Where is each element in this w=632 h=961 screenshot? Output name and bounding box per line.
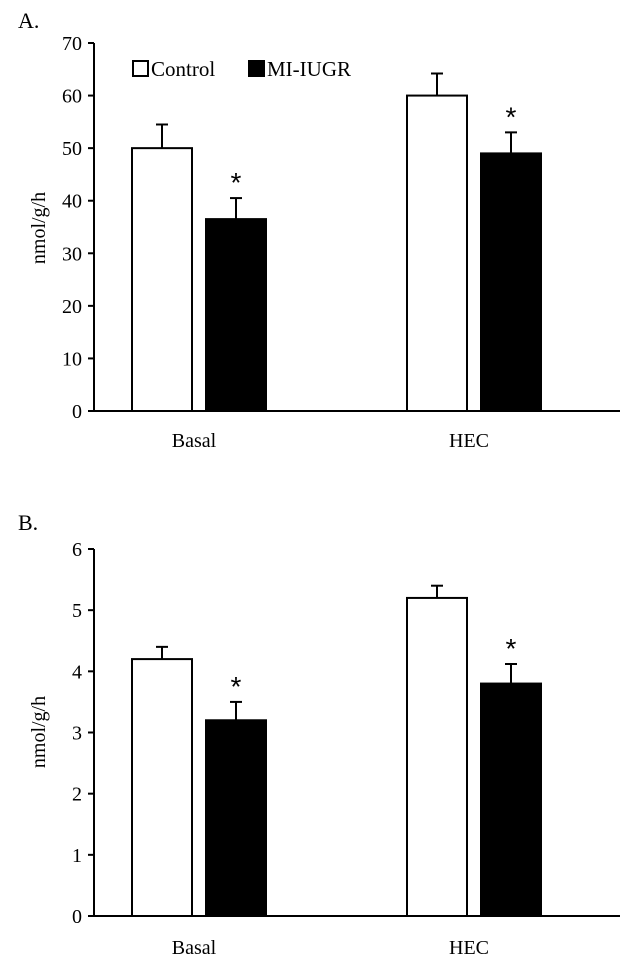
legend-label-mi-iugr: MI-IUGR	[267, 57, 351, 81]
y-tick-label: 0	[72, 906, 82, 928]
y-tick-label: 10	[62, 348, 82, 370]
bar-mi-iugr	[205, 218, 267, 412]
chart-panel-a: A. nmol/g/h Control MI-IUGR 0 10 20 30 40 50 6…	[18, 8, 620, 452]
bar-control	[406, 596, 468, 918]
bar-mi-iugr	[205, 719, 267, 917]
x-category-label: HEC	[449, 430, 489, 452]
y-tick-label: 4	[72, 661, 82, 683]
bar-control	[131, 147, 193, 412]
legend-swatch-mi-iugr	[248, 60, 265, 77]
legend-label-control: Control	[151, 57, 215, 81]
y-tick-label: 30	[62, 243, 82, 265]
x-category-label: Basal	[172, 937, 217, 959]
legend-swatch-control	[132, 60, 149, 77]
y-axis-label: nmol/g/h	[28, 696, 50, 768]
significance-marker: *	[231, 671, 242, 702]
significance-marker: *	[506, 633, 517, 664]
significance-marker: *	[231, 167, 242, 198]
legend: Control MI-IUGR	[132, 57, 351, 81]
y-tick-label: 70	[62, 33, 82, 55]
x-category-label: HEC	[449, 937, 489, 959]
y-tick-label: 20	[62, 296, 82, 318]
y-tick-label: 6	[72, 539, 82, 561]
bar-mi-iugr	[480, 682, 542, 917]
bar-control	[406, 94, 468, 412]
y-tick-label: 5	[72, 600, 82, 622]
significance-marker: *	[506, 101, 517, 132]
y-tick-label: 40	[62, 191, 82, 213]
chart-panel-b: B. nmol/g/h 0 1 2 3 4 5 6 Basal HEC * *	[18, 510, 620, 959]
y-axis-label: nmol/g/h	[28, 192, 50, 264]
bar-control	[131, 658, 193, 917]
x-category-label: Basal	[172, 430, 217, 452]
y-tick-label: 60	[62, 86, 82, 108]
panel-label: B.	[18, 510, 38, 535]
y-tick-label: 0	[72, 401, 82, 423]
y-tick-label: 1	[72, 845, 82, 867]
y-tick-label: 50	[62, 138, 82, 160]
y-tick-label: 2	[72, 784, 82, 806]
panel-label: A.	[18, 8, 39, 33]
bar-mi-iugr	[480, 152, 542, 412]
y-tick-label: 3	[72, 723, 82, 745]
